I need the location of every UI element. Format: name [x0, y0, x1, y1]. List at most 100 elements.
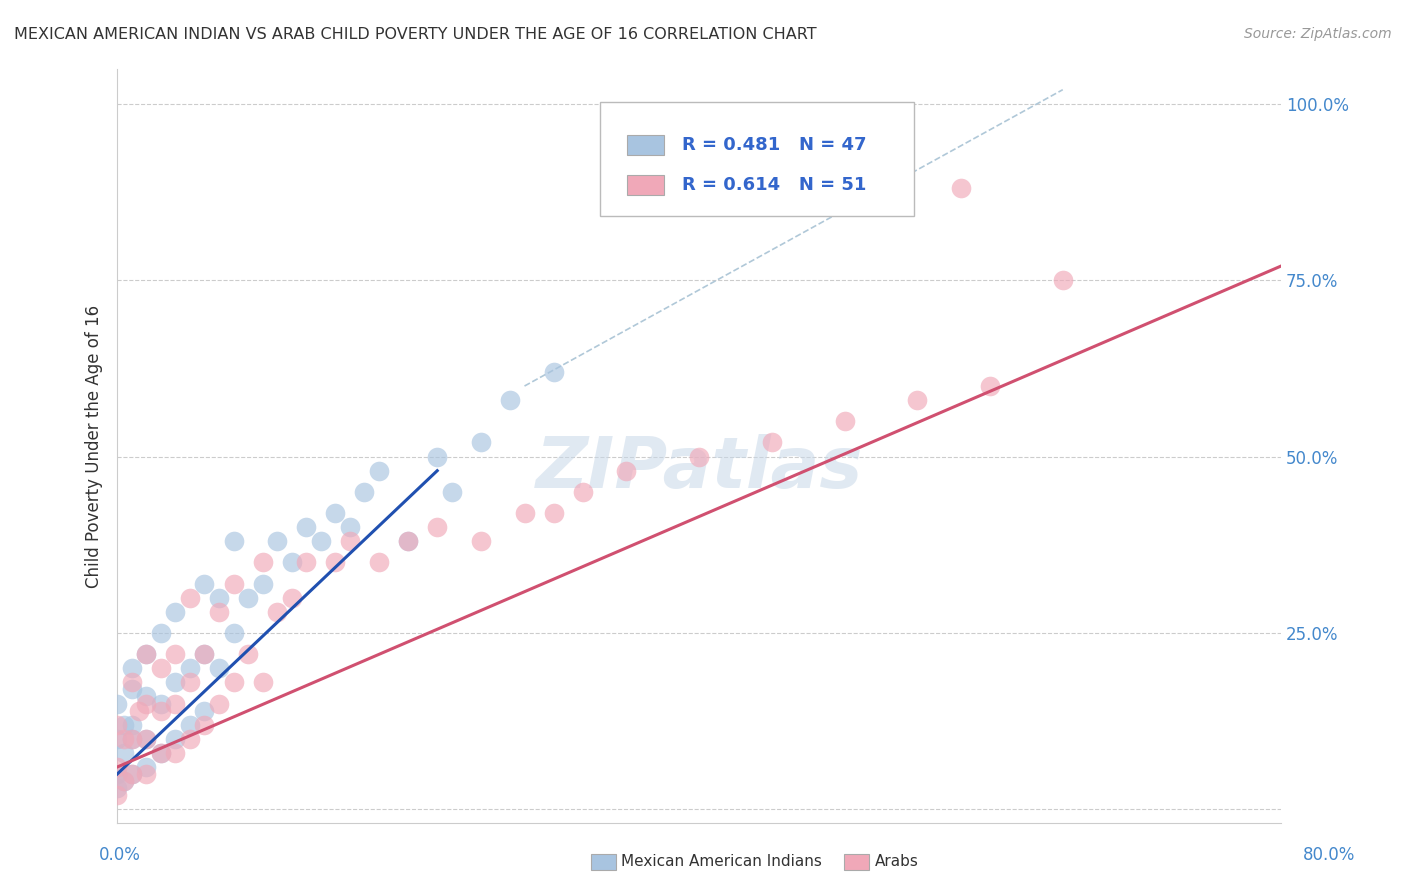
Point — [121, 767, 143, 781]
Point — [295, 556, 318, 570]
Point — [252, 556, 274, 570]
Text: MEXICAN AMERICAN INDIAN VS ARAB CHILD POVERTY UNDER THE AGE OF 16 CORRELATION CH: MEXICAN AMERICAN INDIAN VS ARAB CHILD PO… — [14, 27, 817, 42]
Point — [979, 379, 1001, 393]
Point — [339, 520, 361, 534]
Point — [396, 534, 419, 549]
Point — [114, 717, 136, 731]
Point — [252, 576, 274, 591]
Point — [470, 435, 492, 450]
Point — [179, 661, 201, 675]
Point — [543, 506, 565, 520]
Point — [149, 661, 172, 675]
Point — [470, 534, 492, 549]
Point — [222, 576, 245, 591]
Point — [281, 591, 304, 605]
Point — [543, 365, 565, 379]
Point — [149, 746, 172, 760]
Point — [1052, 273, 1074, 287]
Point — [105, 781, 128, 796]
Point — [105, 731, 128, 746]
Point — [165, 605, 187, 619]
Point — [353, 484, 375, 499]
Y-axis label: Child Poverty Under the Age of 16: Child Poverty Under the Age of 16 — [86, 304, 103, 588]
Point — [179, 591, 201, 605]
Point — [440, 484, 463, 499]
Point — [105, 760, 128, 774]
Point — [105, 717, 128, 731]
Point — [266, 605, 288, 619]
Point — [761, 435, 783, 450]
Point — [105, 767, 128, 781]
Point — [179, 717, 201, 731]
Point — [114, 774, 136, 789]
FancyBboxPatch shape — [627, 135, 664, 155]
Point — [135, 760, 157, 774]
Point — [905, 393, 928, 408]
Point — [149, 746, 172, 760]
Point — [105, 789, 128, 803]
Point — [193, 717, 215, 731]
Point — [499, 393, 522, 408]
Point — [121, 731, 143, 746]
Point — [165, 746, 187, 760]
Point — [208, 661, 231, 675]
Point — [614, 464, 637, 478]
Point — [135, 647, 157, 661]
Point — [222, 534, 245, 549]
Point — [208, 591, 231, 605]
Point — [135, 647, 157, 661]
Text: R = 0.481   N = 47: R = 0.481 N = 47 — [682, 136, 866, 154]
Text: Source: ZipAtlas.com: Source: ZipAtlas.com — [1244, 27, 1392, 41]
Point — [149, 626, 172, 640]
Point — [179, 731, 201, 746]
Point — [121, 682, 143, 697]
Point — [513, 506, 536, 520]
Text: 80.0%: 80.0% — [1302, 846, 1355, 863]
Point — [149, 697, 172, 711]
Point — [193, 647, 215, 661]
Point — [236, 591, 259, 605]
Point — [368, 556, 391, 570]
Point — [325, 556, 347, 570]
FancyBboxPatch shape — [627, 175, 664, 195]
Point — [208, 697, 231, 711]
Point — [193, 576, 215, 591]
Point — [193, 704, 215, 718]
Point — [114, 746, 136, 760]
Point — [295, 520, 318, 534]
Point — [149, 704, 172, 718]
Point — [114, 731, 136, 746]
Point — [165, 675, 187, 690]
Text: Mexican American Indians: Mexican American Indians — [621, 855, 823, 869]
Point — [688, 450, 710, 464]
Point — [165, 731, 187, 746]
Point — [114, 774, 136, 789]
Point — [834, 414, 856, 428]
Point — [222, 626, 245, 640]
Point — [339, 534, 361, 549]
Point — [121, 675, 143, 690]
Point — [208, 605, 231, 619]
Point — [135, 767, 157, 781]
Point — [121, 731, 143, 746]
Point — [121, 767, 143, 781]
Point — [309, 534, 332, 549]
Text: Arabs: Arabs — [875, 855, 918, 869]
Point — [135, 731, 157, 746]
Text: ZIPatlas: ZIPatlas — [536, 434, 863, 503]
Point — [135, 690, 157, 704]
Point — [222, 675, 245, 690]
Point — [128, 704, 150, 718]
Point — [252, 675, 274, 690]
Point — [571, 484, 593, 499]
Point — [426, 450, 449, 464]
Point — [165, 647, 187, 661]
Point — [121, 661, 143, 675]
FancyBboxPatch shape — [600, 103, 914, 216]
Point — [426, 520, 449, 534]
Point — [325, 506, 347, 520]
Point — [949, 181, 972, 195]
Point — [179, 675, 201, 690]
Point — [165, 697, 187, 711]
Point — [281, 556, 304, 570]
